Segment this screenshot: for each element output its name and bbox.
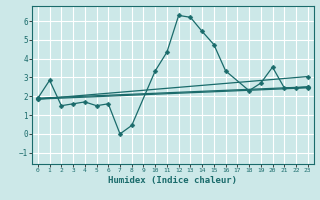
X-axis label: Humidex (Indice chaleur): Humidex (Indice chaleur)	[108, 176, 237, 185]
